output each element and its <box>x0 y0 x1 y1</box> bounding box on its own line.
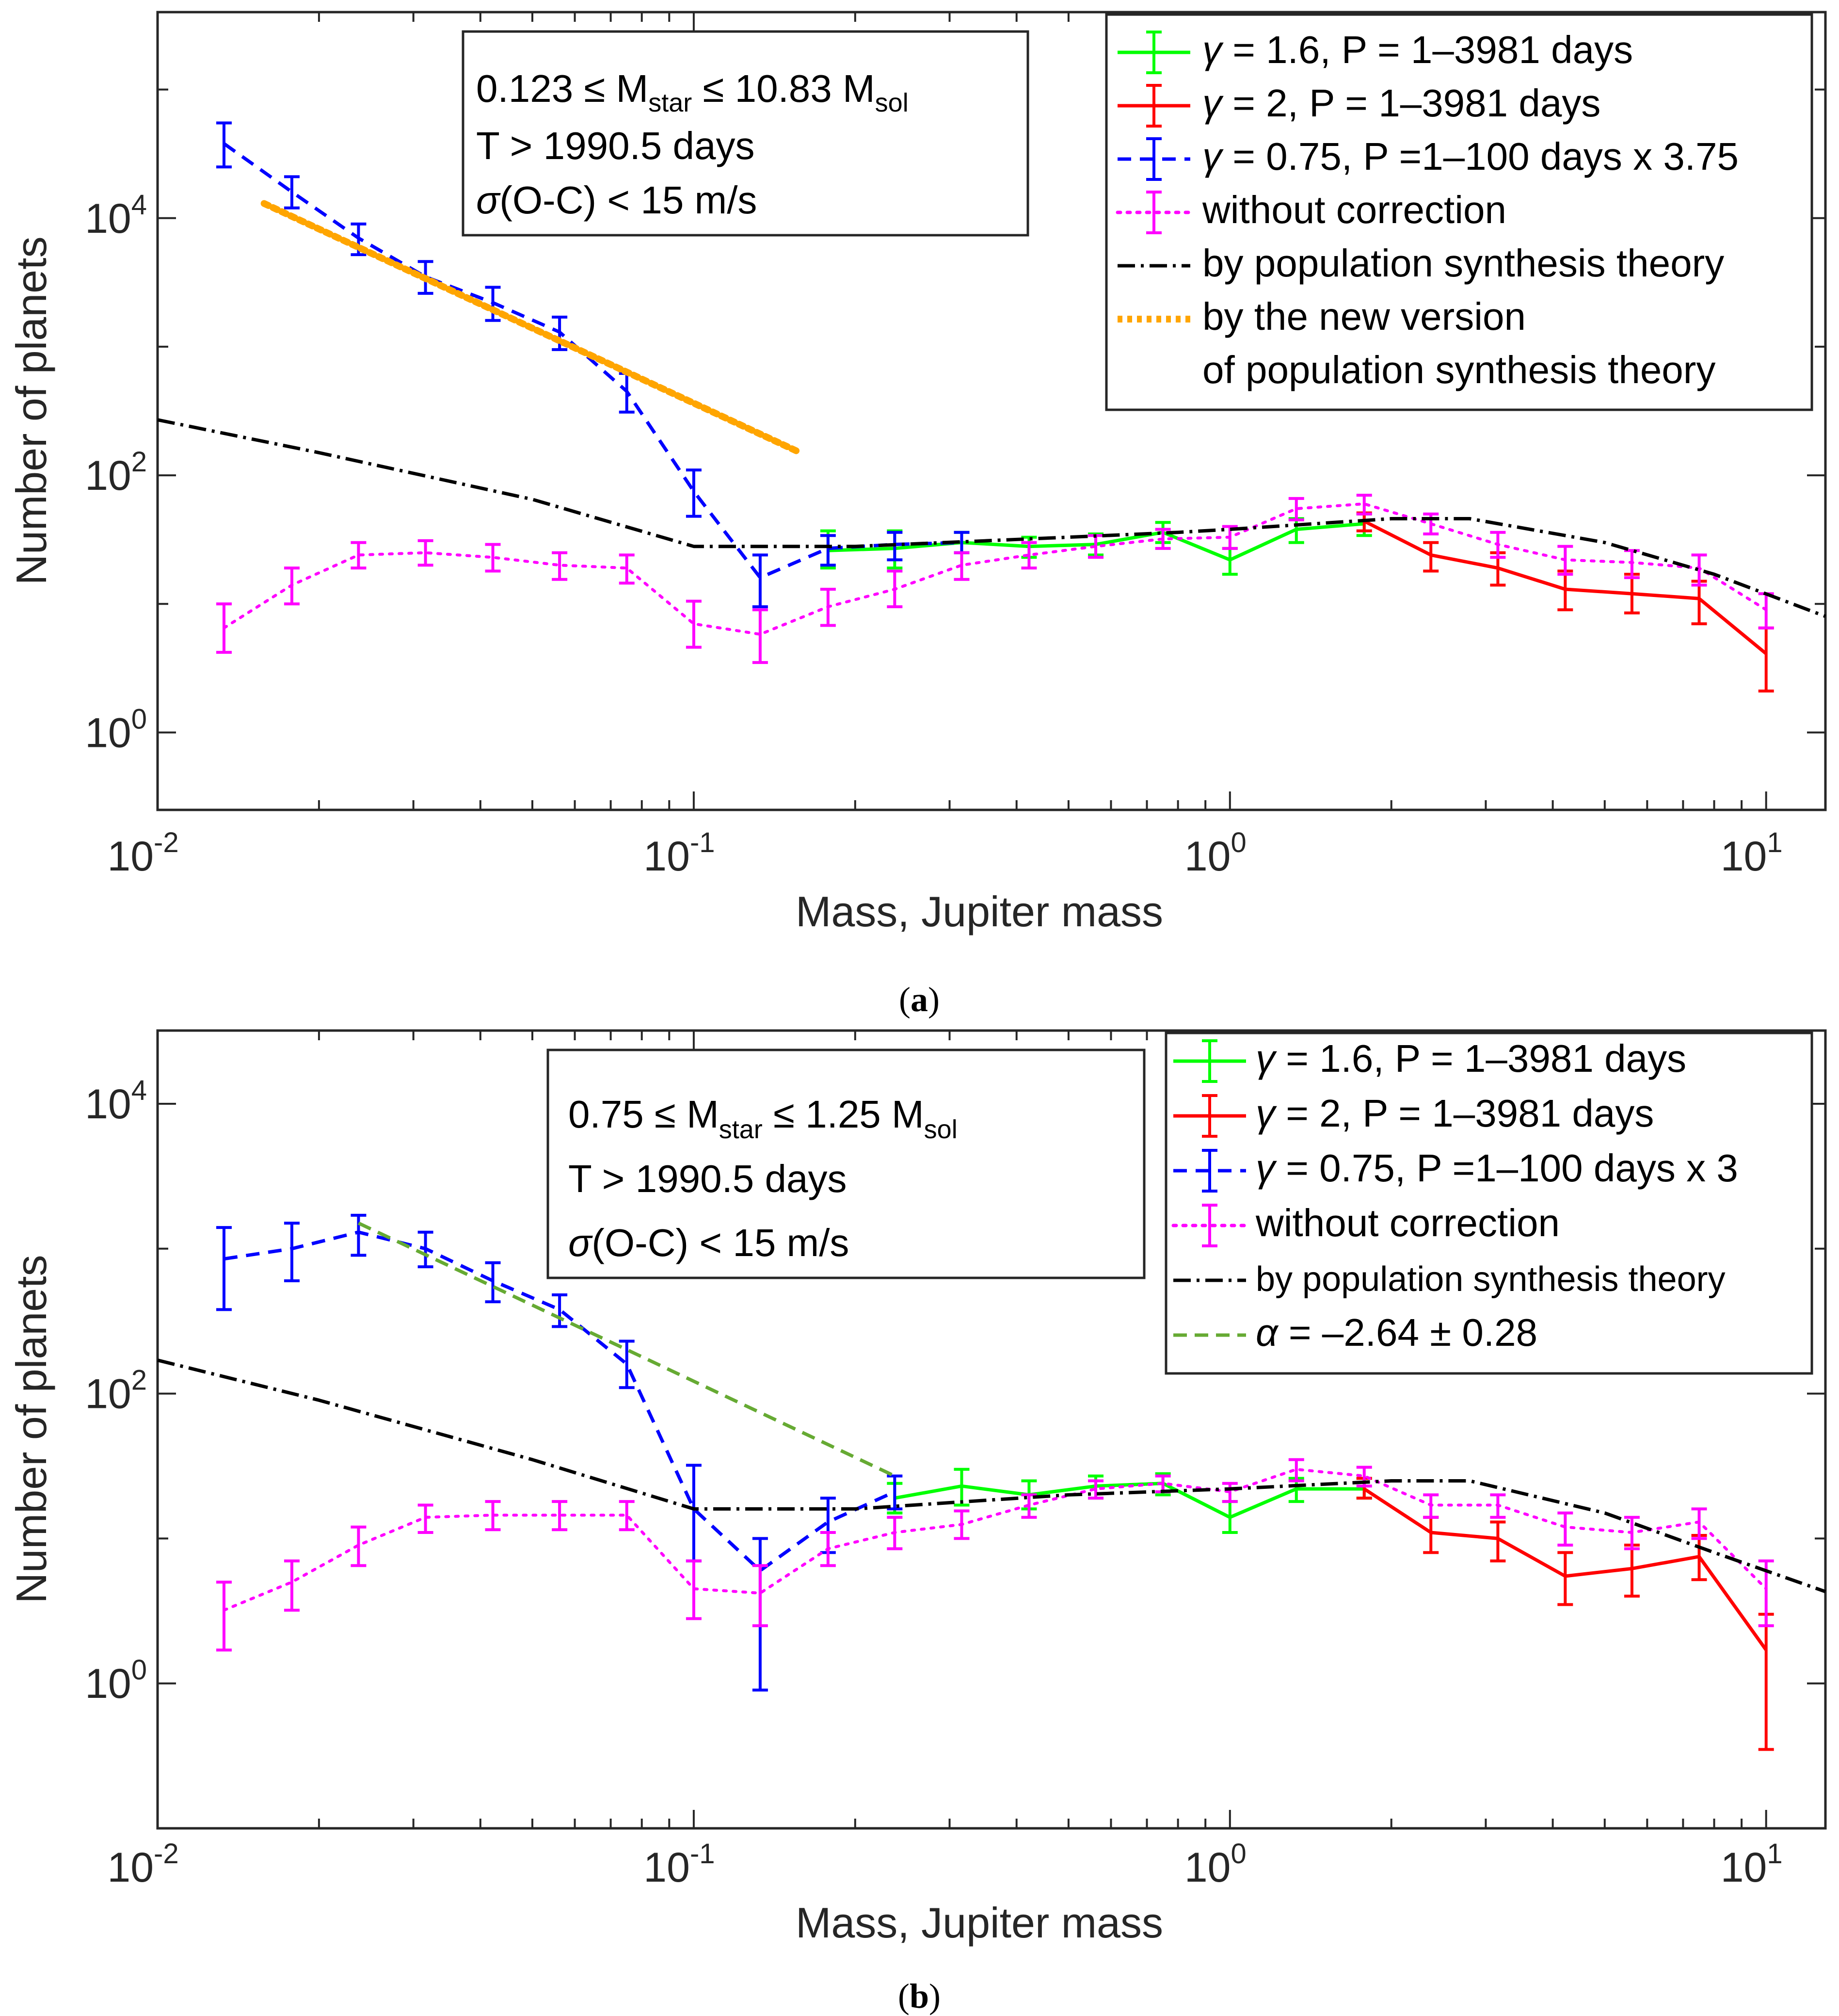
panel-a-tick-labels: 10-2 10-1 100 101 100 102 104 <box>85 189 1783 880</box>
panel-a-legend-frame <box>1105 13 1813 411</box>
panel-b-legend: γ = 1.6, P = 1–3981 days γ = 2, P = 1–398… <box>1165 1032 1813 1375</box>
x-tick-label: 10-2 <box>107 1838 178 1891</box>
panel-b-y-axis-label: Number of planets <box>7 1255 55 1603</box>
series-line-orange <box>260 200 804 456</box>
panel-b-info-frame <box>546 1048 1146 1279</box>
panel-a-legend: γ = 1.6, P = 1–3981 days γ = 2, P = 1–398… <box>1105 13 1813 411</box>
legend-label: γ = 0.75, P =1–100 days x 3 <box>1256 1146 1738 1190</box>
panel-b: 10-2 10-1 100 101 100 102 104 Mass, Jupiter ma… <box>7 1029 1827 1947</box>
series-line-olive <box>357 1221 896 1478</box>
panel-b-tick-labels: 10-2 10-1 100 101 100 102 104 <box>85 1075 1783 1891</box>
legend-label: γ = 2, P = 1–3981 days <box>1256 1092 1654 1135</box>
legend-label: γ = 2, P = 1–3981 days <box>1202 81 1600 125</box>
panel-b-info-line2: T > 1990.5 days <box>568 1157 847 1200</box>
panel-b-legend-frame <box>1165 1032 1813 1375</box>
panel-b-info-line3: σ(O-C) < 15 m/s <box>568 1221 849 1264</box>
x-tick-label: 10-2 <box>107 827 178 880</box>
legend-label: γ = 1.6, P = 1–3981 days <box>1202 28 1633 71</box>
series-magenta <box>216 494 1774 664</box>
caption-b: (b) <box>898 1977 941 2016</box>
y-tick-label: 100 <box>85 703 147 756</box>
panel-b-x-axis-label: Mass, Jupiter mass <box>796 1899 1163 1947</box>
panel-a-info-line3: σ(O-C) < 15 m/s <box>476 178 757 222</box>
series-line-black <box>157 418 1826 618</box>
panel-b-info-box: 0.75 ≤ Mstar ≤ 1.25 Msol T > 1990.5 days… <box>546 1048 1146 1279</box>
legend-label: by population synthesis theory <box>1256 1260 1726 1299</box>
legend-label: by the new version <box>1202 295 1526 338</box>
panel-b-series <box>157 1213 1826 1751</box>
y-tick-label: 104 <box>85 189 147 242</box>
legend-label: γ = 1.6, P = 1–3981 days <box>1256 1037 1686 1080</box>
y-tick-label: 104 <box>85 1075 147 1128</box>
x-tick-label: 100 <box>1184 827 1247 880</box>
caption-a: (a) <box>899 980 940 1019</box>
legend-label: of population synthesis theory <box>1202 348 1715 391</box>
panel-a-x-axis-label: Mass, Jupiter mass <box>796 887 1163 935</box>
panel-a-info-line1: 0.123 ≤ Mstar ≤ 10.83 Msol <box>476 67 909 117</box>
x-tick-label: 100 <box>1184 1838 1247 1891</box>
series-line-magenta <box>223 502 1768 636</box>
x-tick-label: 10-1 <box>643 827 715 880</box>
series-orange <box>260 200 804 456</box>
legend-label: without correction <box>1255 1201 1560 1244</box>
series-line-magenta <box>223 1468 1768 1612</box>
panel-a-info-line2: T > 1990.5 days <box>476 124 755 167</box>
x-tick-label: 101 <box>1721 827 1783 880</box>
x-tick-label: 10-1 <box>643 1838 715 1891</box>
series-olive <box>357 1221 896 1478</box>
x-tick-label: 101 <box>1721 1838 1783 1891</box>
y-tick-label: 102 <box>85 446 147 499</box>
legend-label: α = –2.64 ± 0.28 <box>1256 1311 1537 1354</box>
y-tick-label: 100 <box>85 1654 147 1707</box>
panel-b-info-line1: 0.75 ≤ Mstar ≤ 1.25 Msol <box>568 1093 958 1144</box>
series-line-blue <box>224 1230 896 1573</box>
legend-label: γ = 0.75, P =1–100 days x 3.75 <box>1202 135 1739 178</box>
panel-a-y-axis-label: Number of planets <box>7 236 55 585</box>
panel-a-info-box: 0.123 ≤ Mstar ≤ 10.83 Msol T > 1990.5 da… <box>462 30 1029 237</box>
panel-a-series <box>157 121 1826 693</box>
panel-a: 10-2 10-1 100 101 100 102 104 Mass, Jupiter ma… <box>7 11 1827 935</box>
y-tick-label: 102 <box>85 1365 147 1418</box>
legend-label: without correction <box>1202 188 1506 231</box>
panel-a-info-frame <box>462 30 1029 237</box>
series-black <box>157 418 1826 618</box>
legend-label: by population synthesis theory <box>1202 242 1724 285</box>
